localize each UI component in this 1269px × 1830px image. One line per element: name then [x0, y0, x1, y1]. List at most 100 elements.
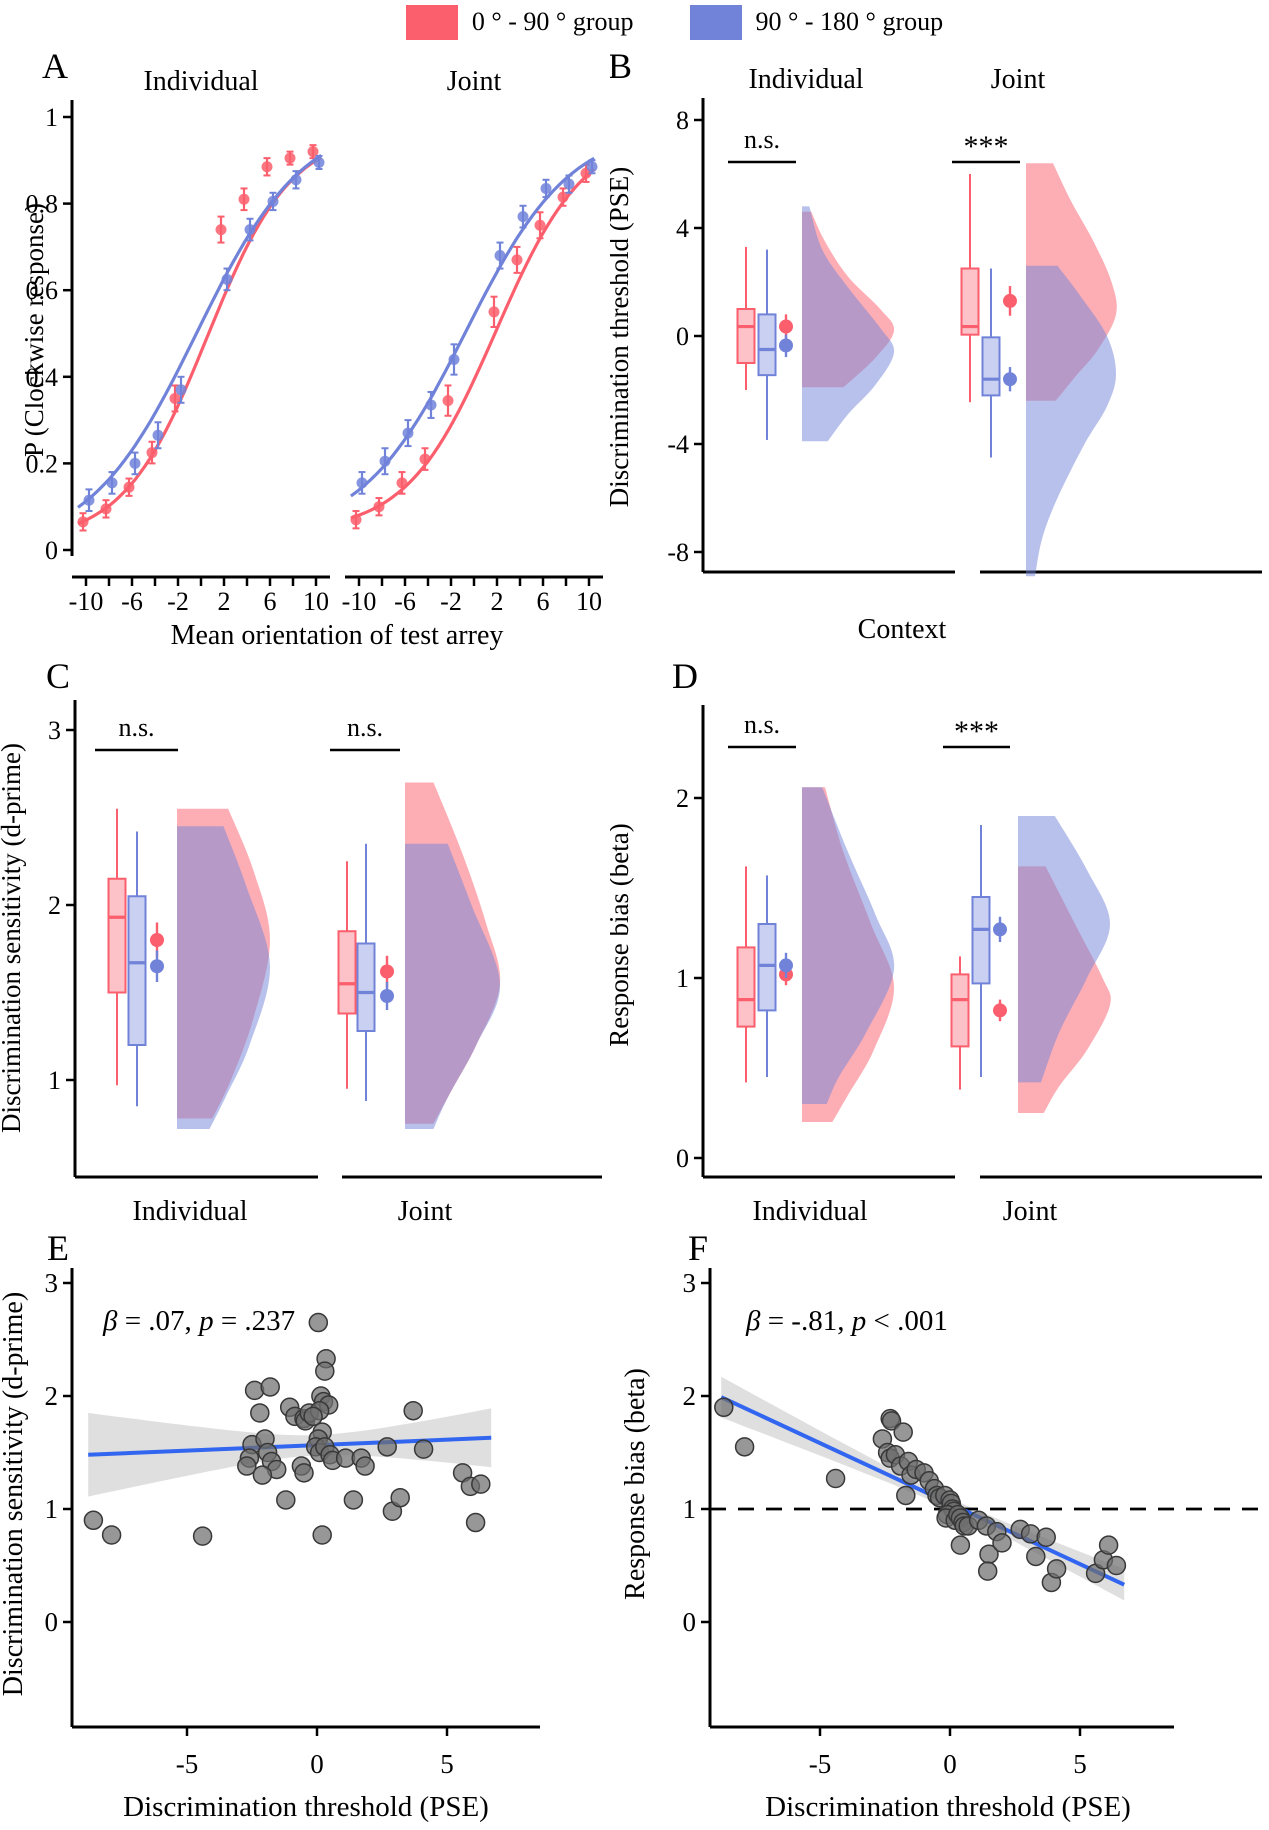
panel-a-plot: A Individual Joint P (Clockwise response) 0 0… — [19, 46, 603, 651]
data-point-red — [557, 191, 569, 203]
panel-b-plot: B Discrimination threshold (PSE) 8 4 0 -4 -8 In… — [604, 46, 1262, 645]
y-tick-label: 3 — [48, 716, 61, 745]
scatter-point — [1036, 1527, 1056, 1547]
panel-c-plot: C Discrimination sensitivity (d-prime) 3 2 1… — [0, 656, 602, 1227]
data-point-red — [215, 224, 227, 236]
facet-label-individual: Individual — [752, 1196, 867, 1227]
y-tick-label: 8 — [676, 106, 689, 135]
data-point-red — [307, 146, 319, 158]
x-tick-label: -10 — [69, 587, 104, 616]
y-tick-label: 0 — [683, 1607, 697, 1637]
boxplot-blue — [757, 313, 777, 377]
boxplot-red — [337, 930, 357, 1015]
legend-label-group1: 0 ° - 90 ° group — [471, 7, 634, 36]
x-tick-label: -6 — [394, 587, 416, 616]
data-point-blue — [540, 182, 552, 194]
scatter-point — [101, 1525, 122, 1545]
scatter-point — [303, 1406, 323, 1427]
scatter-point — [312, 1525, 332, 1545]
y-tick-label: 2 — [48, 891, 61, 920]
facet-title-joint: Joint — [447, 66, 502, 97]
mean-point-red — [1003, 293, 1017, 308]
boxplot-red — [736, 946, 756, 1028]
panel-letter-f: F — [688, 1232, 708, 1268]
scatter-point — [881, 1411, 902, 1431]
boxplot-red — [950, 973, 970, 1048]
mean-point-blue — [779, 338, 793, 353]
y-tick-label: 0 — [676, 322, 689, 351]
regression-line — [720, 1395, 1126, 1587]
y-tick-label: 2 — [683, 1381, 697, 1411]
mean-point-red — [150, 933, 164, 947]
mean-point-red — [993, 1003, 1007, 1018]
data-point-blue — [517, 211, 529, 223]
x-tick-label: 5 — [1073, 1749, 1087, 1779]
scatter-point — [471, 1474, 491, 1494]
confidence-band — [88, 1408, 492, 1497]
y-tick-label: -4 — [667, 430, 689, 459]
y-tick-label: 3 — [683, 1268, 697, 1298]
data-point-blue — [290, 174, 302, 186]
data-point-blue — [563, 178, 575, 190]
scatter-point — [1046, 1559, 1067, 1579]
scatter-point — [390, 1487, 410, 1508]
data-point-red — [396, 477, 408, 489]
data-point-red — [261, 161, 273, 173]
y-tick-label: 1 — [45, 103, 58, 132]
legend-item-group2: 90 ° - 180 ° group — [689, 4, 943, 40]
scatter-point — [343, 1490, 364, 1510]
legend-swatch-red — [405, 4, 458, 40]
scatter-point — [893, 1422, 913, 1442]
boxplot-red — [736, 308, 756, 364]
scatter-point — [315, 1361, 335, 1381]
y-tick-label: 0 — [676, 1144, 689, 1173]
density-cloud-blue — [177, 826, 271, 1129]
panel-a: A Individual Joint P (Clockwise response) 0 0… — [19, 42, 610, 657]
data-point-red — [534, 219, 546, 231]
data-point-red — [442, 395, 454, 407]
x-axis-title: Discrimination threshold (PSE) — [123, 1791, 489, 1823]
density-cloud-blue — [802, 206, 895, 442]
boxplot-blue — [356, 942, 376, 1032]
boxplot-red — [107, 877, 127, 994]
data-point-red — [284, 152, 296, 164]
scatter-point — [83, 1510, 104, 1531]
boxplot-blue — [127, 895, 147, 1046]
boxplot-blue — [757, 923, 777, 1012]
y-tick-label: 0.8 — [26, 190, 59, 219]
psychometric-curve-red — [77, 156, 323, 526]
density-cloud-blue — [802, 787, 895, 1104]
scatter-point — [294, 1463, 314, 1483]
scatter-point — [413, 1439, 434, 1459]
facet-label-joint: Joint — [1003, 1196, 1058, 1227]
scatter-point — [1106, 1555, 1127, 1576]
scatter-point — [465, 1512, 486, 1533]
data-point-red — [488, 306, 500, 318]
y-axis-title: Response bias (beta) — [610, 823, 634, 1046]
psychometric-curve-blue — [77, 153, 323, 509]
data-point-blue — [402, 427, 414, 439]
y-axis-title: Response bias (beta) — [620, 1368, 651, 1600]
density-cloud-blue — [1026, 265, 1116, 577]
data-point-red — [419, 453, 431, 465]
data-point-red — [77, 516, 89, 528]
data-point-red — [511, 254, 523, 266]
data-point-red — [169, 392, 181, 404]
y-tick-label: 0 — [45, 536, 58, 565]
panel-d-plot: D Response bias (beta) 2 1 0 Individual n.s. Jo… — [604, 656, 1262, 1227]
x-tick-label: 2 — [491, 587, 504, 616]
panel-letter-e: E — [47, 1232, 69, 1268]
y-tick-label: 4 — [676, 214, 689, 243]
mean-point-blue — [380, 989, 394, 1003]
scatter-point — [950, 1535, 971, 1555]
y-tick-label: 0.2 — [26, 449, 59, 478]
scatter-point — [377, 1437, 397, 1457]
x-tick-label: 6 — [264, 587, 277, 616]
y-tick-label: 1 — [683, 1494, 697, 1524]
boxplot-red — [960, 267, 980, 336]
data-point-blue — [494, 250, 506, 262]
scatter-point — [992, 1533, 1012, 1553]
panel-e-plot: E Discrimination sensitivity (d-prime) 0 1 2… — [0, 1228, 540, 1823]
y-axis-title: Discrimination threshold (PSE) — [610, 167, 634, 507]
